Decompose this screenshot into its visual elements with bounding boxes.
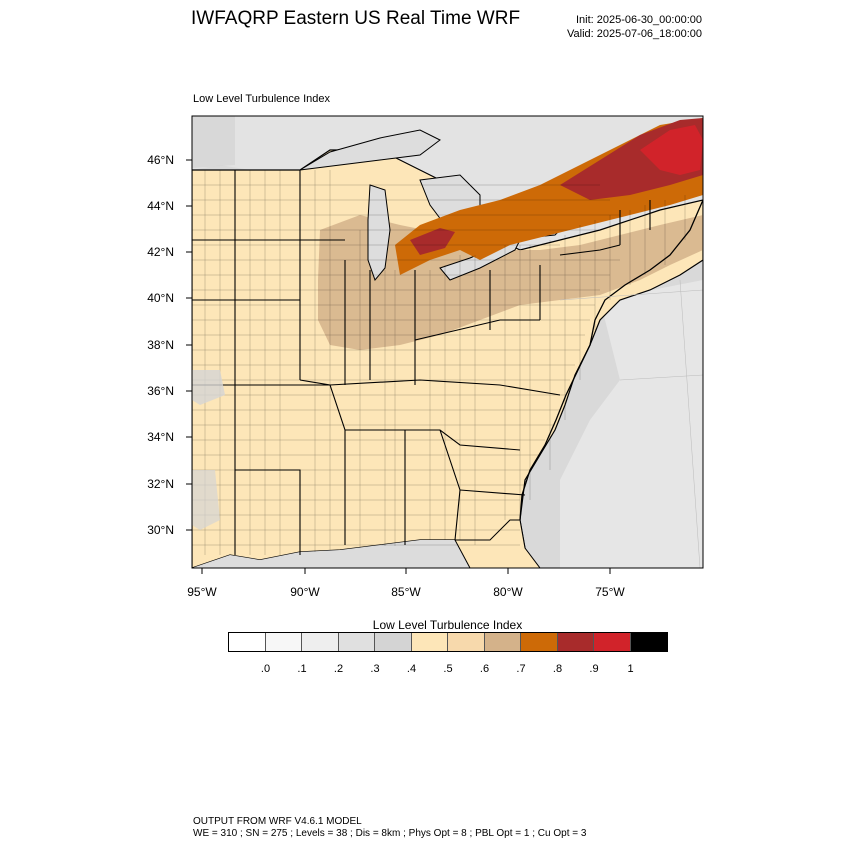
- colorbar-tick-label: .7: [516, 663, 526, 675]
- lat-label-32: 32°N: [147, 477, 174, 491]
- lon-label-90: 90°W: [290, 585, 320, 599]
- colorbar-box: [521, 633, 558, 651]
- init-time: Init: 2025-06-30_00:00:00: [576, 14, 702, 26]
- footer-line2: WE = 310 ; SN = 275 ; Levels = 38 ; Dis …: [193, 828, 587, 839]
- colorbar-box: [484, 633, 521, 651]
- low-index-patch-sw: [192, 370, 225, 405]
- colorbar-title: Low Level Turbulence Index: [372, 618, 523, 632]
- colorbar-box: [594, 633, 631, 651]
- colorbar-box: [411, 633, 448, 651]
- lon-label-75: 75°W: [595, 585, 625, 599]
- low-index-patch-nw: [192, 116, 235, 168]
- axis-ticks: [186, 159, 611, 574]
- colorbar-tick-label: .1: [297, 663, 307, 675]
- lat-label-44: 44°N: [147, 199, 174, 213]
- lon-label-80: 80°W: [493, 585, 523, 599]
- very-high-turbulence-area: [410, 228, 455, 255]
- lat-label-38: 38°N: [147, 338, 174, 352]
- lon-label-85: 85°W: [391, 585, 421, 599]
- east-coastline: [519, 199, 703, 521]
- colorbar-tick-label: .2: [333, 663, 344, 675]
- florida-land: [454, 519, 541, 568]
- colorbar-tick-label: .5: [443, 663, 453, 675]
- gulf-area: [192, 540, 540, 568]
- colorbar-box: [630, 633, 667, 651]
- map-frame: [191, 115, 704, 569]
- county-boundaries: [192, 170, 686, 555]
- colorbar-box: [302, 633, 339, 651]
- colorbar: [228, 632, 668, 652]
- offshore-light-area: [560, 280, 703, 568]
- footer-line1: OUTPUT FROM WRF V4.6.1 MODEL: [193, 816, 362, 827]
- colorbar-box: [265, 633, 302, 651]
- lon-label-95: 95°W: [187, 585, 217, 599]
- graticule: [559, 279, 703, 568]
- colorbar-tick-label: 1: [627, 663, 634, 675]
- lake-superior: [299, 129, 441, 171]
- colorbar-box: [338, 633, 375, 651]
- lat-label-34: 34°N: [147, 430, 174, 444]
- panel-label: Low Level Turbulence Index: [193, 93, 330, 105]
- colorbar-box: [375, 633, 412, 651]
- colorbar-tick-label: .3: [370, 663, 380, 675]
- colorbar-box: [557, 633, 594, 651]
- colorbar-box: [448, 633, 485, 651]
- lat-label-30: 30°N: [147, 523, 174, 537]
- lat-label-40: 40°N: [147, 291, 174, 305]
- lake-michigan: [367, 184, 391, 281]
- colorbar-tick-label: .9: [589, 663, 599, 675]
- colorbar-tick-label: .6: [479, 663, 490, 675]
- low-index-patch-tx: [192, 470, 220, 530]
- map-title: IWFAQRP Eastern US Real Time WRF: [191, 8, 521, 29]
- model-footer: OUTPUT FROM WRF V4.6.1 MODEL WE = 310 ; …: [193, 816, 586, 840]
- run-info: Init: 2025-06-30_00:00:00 Valid: 2025-07…: [567, 13, 702, 41]
- colorbar-box: [229, 633, 266, 651]
- colorbar-tick-label: .0: [260, 663, 271, 675]
- extreme-turbulence-area: [640, 125, 703, 175]
- lat-label-42: 42°N: [147, 245, 174, 259]
- valid-time: Valid: 2025-07-06_18:00:00: [567, 28, 702, 40]
- colorbar-tick-label: .8: [552, 663, 563, 675]
- lat-label-36: 36°N: [147, 384, 174, 398]
- colorbar-tick-label: .4: [406, 663, 417, 675]
- lat-label-46: 46°N: [147, 153, 174, 167]
